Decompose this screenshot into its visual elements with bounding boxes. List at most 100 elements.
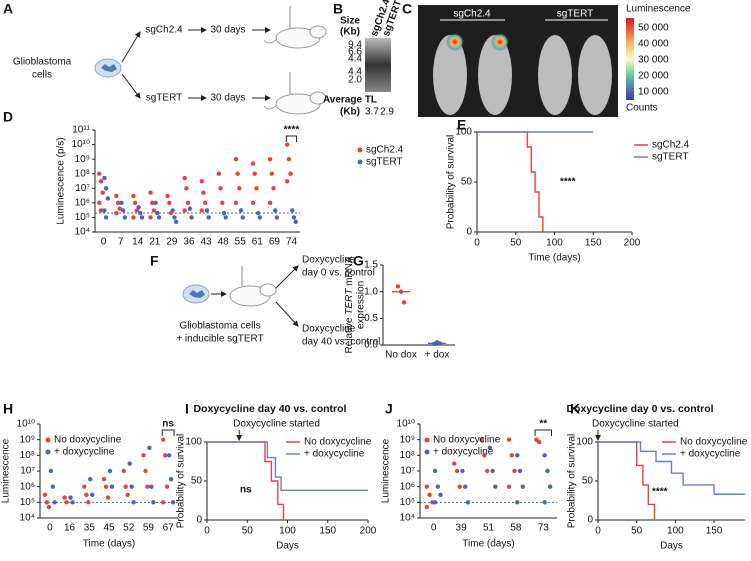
x-tick-label: 73 — [538, 523, 550, 534]
data-point — [271, 186, 276, 191]
y-tick-label: 50 — [461, 177, 473, 188]
x-tick-label: 16 — [64, 523, 76, 534]
data-point — [131, 500, 136, 505]
x-tick-label: 0 — [474, 238, 480, 249]
data-point — [166, 453, 172, 458]
data-point — [70, 500, 75, 505]
y-tick-label: 10⁹ — [20, 434, 35, 445]
axis-label: Size — [340, 16, 360, 27]
duration: 30 days — [210, 25, 245, 36]
data-point — [465, 500, 471, 505]
legend-label: + doxycycline — [433, 447, 494, 458]
significance: **** — [284, 125, 300, 136]
x-tick-label: 150 — [319, 526, 336, 537]
data-point — [170, 208, 175, 213]
cell-label: cells — [32, 70, 52, 81]
mouse-silhouettes — [433, 35, 612, 115]
y-axis-label: Luminescence — [381, 438, 392, 503]
legend-label: No doxycycline — [54, 435, 122, 446]
legend-label: No doxycycline — [680, 437, 748, 448]
data-point — [255, 210, 261, 216]
data-point — [156, 215, 162, 220]
x-tick-label: 200 — [360, 526, 377, 537]
start-label: Doxycycline started — [233, 419, 320, 430]
data-point — [291, 215, 297, 220]
mouse-icon — [263, 6, 327, 49]
x-tick-label: 43 — [200, 237, 212, 248]
duration: 30 days — [210, 93, 245, 104]
panel-label: A — [3, 1, 13, 17]
data-point — [424, 484, 430, 489]
y-tick-label: 10⁷ — [20, 466, 35, 477]
data-point — [293, 219, 298, 225]
data-point — [452, 461, 457, 466]
legend-marker — [45, 449, 51, 455]
panel-label: G — [353, 253, 364, 269]
y-axis-label: Probability of survival — [567, 434, 578, 528]
panel-b: B Size (Kb) sgCh2.4 sgTERT 9.4 6.6 4.4 4… — [323, 0, 404, 118]
data-point — [46, 504, 52, 510]
x-tick-label: No dox — [385, 350, 417, 361]
arm-label: Doxycycline — [302, 255, 356, 266]
survival-curve — [207, 441, 368, 492]
y-tick-label: 10⁸ — [400, 450, 415, 461]
arm-label: sgCh2.4 — [145, 25, 183, 36]
axis-label: (Kb) — [340, 107, 360, 118]
x-tick-label: 59 — [143, 523, 155, 534]
x-tick-label: 200 — [624, 238, 641, 249]
data-point — [515, 500, 520, 505]
data-point — [102, 175, 107, 181]
legend-marker — [357, 159, 363, 165]
data-point — [240, 215, 245, 220]
data-point — [105, 196, 111, 201]
data-point — [517, 468, 523, 474]
x-tick-label: 0 — [595, 526, 601, 537]
data-point — [139, 215, 145, 220]
legend-label: + doxycycline — [680, 449, 741, 460]
y-tick-label: 10⁹ — [400, 434, 415, 445]
y-tick-label: 0 — [466, 227, 472, 238]
data-point — [50, 484, 56, 489]
data-point — [487, 445, 493, 451]
x-tick-label: + dox — [425, 350, 450, 361]
y-tick-label: 50 — [191, 476, 203, 487]
data-point — [52, 500, 57, 505]
y-tick-label: 10⁵ — [20, 497, 35, 508]
y-tick-label: 10⁷ — [400, 466, 415, 477]
data-point — [185, 200, 191, 206]
size-marker: 2.0 — [348, 75, 362, 86]
data-point — [395, 284, 401, 289]
data-point — [138, 210, 143, 216]
data-point — [218, 186, 223, 191]
data-point — [123, 484, 128, 489]
data-point — [432, 500, 438, 505]
x-axis-label: Time (days) — [83, 539, 135, 550]
data-point — [199, 179, 204, 184]
x-tick-label: 69 — [269, 237, 281, 248]
data-point — [153, 200, 158, 206]
data-point — [182, 208, 187, 213]
panel-label: H — [3, 401, 13, 417]
data-point — [141, 453, 146, 458]
data-point — [117, 206, 122, 211]
data-point — [100, 190, 105, 195]
data-point — [149, 484, 154, 489]
x-tick-label: 67 — [163, 523, 175, 534]
data-point — [401, 300, 407, 305]
y-tick-label: 10⁹ — [75, 154, 90, 165]
significance: **** — [652, 487, 668, 498]
panel-label: D — [3, 109, 13, 125]
data-point — [119, 200, 124, 206]
data-point — [129, 484, 134, 489]
data-point — [122, 215, 128, 220]
x-tick-label: 100 — [546, 238, 563, 249]
y-tick-label: 10¹⁰ — [397, 419, 415, 430]
arrow — [275, 301, 299, 327]
data-point — [115, 200, 121, 206]
legend-label: sgCh2.4 — [366, 145, 404, 156]
panel-label: F — [150, 253, 159, 269]
x-tick-label: 150 — [585, 238, 602, 249]
data-point — [288, 171, 293, 176]
data-point — [252, 171, 257, 176]
data-point — [84, 492, 89, 498]
